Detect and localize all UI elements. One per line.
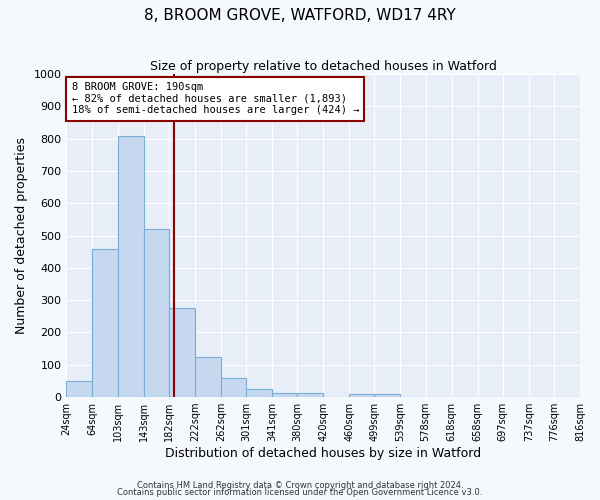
- Bar: [118, 136, 143, 397]
- Text: Contains HM Land Registry data © Crown copyright and database right 2024.: Contains HM Land Registry data © Crown c…: [137, 480, 463, 490]
- Bar: [272, 393, 297, 397]
- Bar: [349, 394, 374, 397]
- Bar: [221, 378, 246, 397]
- Bar: [169, 308, 195, 397]
- Bar: [195, 356, 221, 397]
- Title: Size of property relative to detached houses in Watford: Size of property relative to detached ho…: [150, 60, 497, 73]
- Bar: [92, 248, 118, 397]
- Bar: [297, 393, 323, 397]
- Y-axis label: Number of detached properties: Number of detached properties: [15, 137, 28, 334]
- Bar: [143, 229, 169, 397]
- Text: Contains public sector information licensed under the Open Government Licence v3: Contains public sector information licen…: [118, 488, 482, 497]
- Bar: [67, 381, 92, 397]
- Text: 8 BROOM GROVE: 190sqm
← 82% of detached houses are smaller (1,893)
18% of semi-d: 8 BROOM GROVE: 190sqm ← 82% of detached …: [71, 82, 359, 116]
- Bar: [374, 394, 400, 397]
- Bar: [246, 389, 272, 397]
- Text: 8, BROOM GROVE, WATFORD, WD17 4RY: 8, BROOM GROVE, WATFORD, WD17 4RY: [144, 8, 456, 22]
- X-axis label: Distribution of detached houses by size in Watford: Distribution of detached houses by size …: [165, 447, 481, 460]
